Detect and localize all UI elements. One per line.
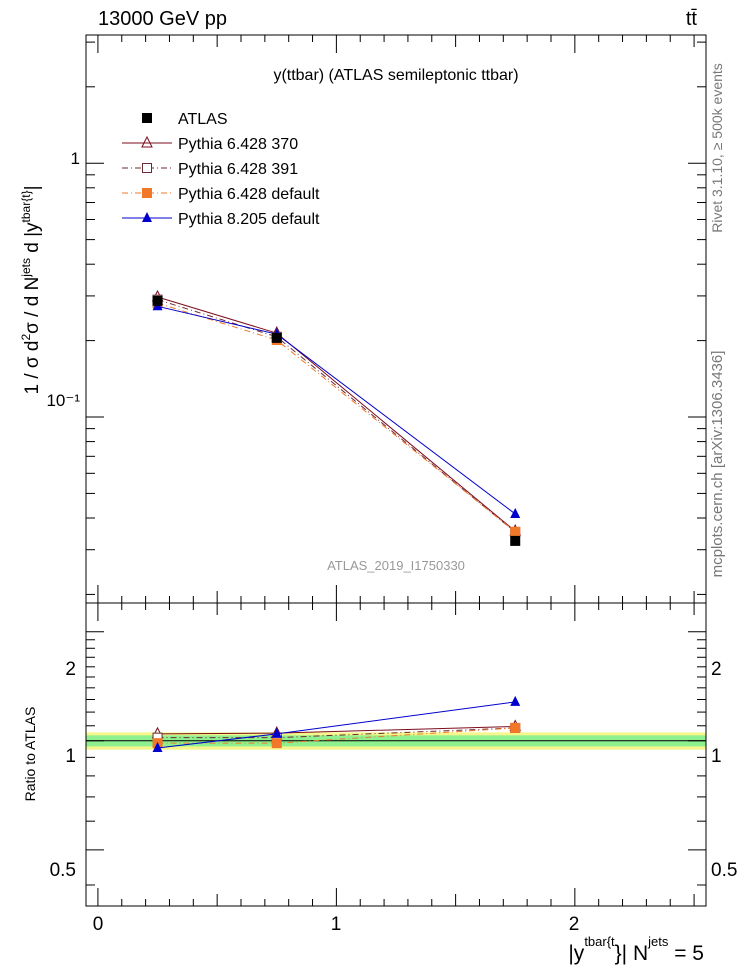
process-label: tt̄ <box>686 8 698 30</box>
ratio-frame <box>85 602 707 907</box>
ratio-point-pythia-8-205-default <box>271 727 282 738</box>
legend-label-atlas: ATLAS <box>178 111 228 128</box>
chart-title: y(ttbar) (ATLAS semileptonic ttbar) <box>273 67 518 84</box>
x-tick-label-0: 0 <box>93 914 104 935</box>
legend-marker-atlas <box>142 113 152 123</box>
legend-marker-pythia-6-428-370 <box>141 135 153 148</box>
main-panel: y(ttbar) (ATLAS semileptonic ttbar) ATLA… <box>19 34 707 604</box>
y-axis-label: 1 / σ d2σ / d Njets d |ytbar{t}| <box>19 185 43 394</box>
ratio-tick-label-0p5-left: 0.5 <box>50 860 76 881</box>
legend-label-pythia-8-205-default: Pythia 8.205 default <box>178 211 320 228</box>
data-point-pythia-8-205-default <box>510 507 521 518</box>
y-tick-label-0p1: 10⁻¹ <box>46 391 80 410</box>
energy-label: 13000 GeV pp <box>98 8 227 30</box>
x-axis-label: |ytbar{t}| Njets = 5 <box>568 934 704 965</box>
ratio-tick-label-1-right: 1 <box>711 746 722 767</box>
data-point-pythia-6-428-default <box>510 526 521 537</box>
series-line-pythia-8-205-default <box>157 305 516 515</box>
ratio-point-pythia-8-205-default <box>152 742 163 753</box>
ratio-tick-label-2-right: 2 <box>711 659 722 680</box>
data-point-atlas <box>510 535 521 546</box>
data-point-atlas <box>152 295 163 306</box>
ratio-tick-label-1-left: 1 <box>65 746 76 767</box>
y-tick-label-1: 1 <box>71 149 80 168</box>
mcplots-side-label: mcplots.cern.ch [arXiv:1306.3436] <box>709 351 726 578</box>
legend: ATLAS Pythia 6.428 370 Pythia 6.428 391 Pyt… <box>122 111 320 228</box>
ratio-point-pythia-8-205-default <box>510 695 521 706</box>
legend-marker-pythia-8-205-default <box>142 212 152 222</box>
series-line-pythia-6-428-391 <box>157 299 516 533</box>
ratio-point-pythia-6-428-default <box>271 738 282 749</box>
legend-label-pythia-6-428-391: Pythia 6.428 391 <box>178 161 298 178</box>
data-point-atlas <box>271 332 282 343</box>
ratio-tick-label-0p5-right: 0.5 <box>711 860 737 881</box>
legend-marker-pythia-6-428-default <box>142 188 152 198</box>
watermark: ATLAS_2019_I1750330 <box>327 558 465 573</box>
x-tick-label-1: 1 <box>331 914 342 935</box>
legend-label-pythia-6-428-370: Pythia 6.428 370 <box>178 136 298 153</box>
ratio-point-pythia-6-428-default <box>510 722 521 733</box>
ratio-panel: Ratio to ATLAS 2 1 0.5 2 1 0.5 0 1 2 |yt… <box>22 602 737 965</box>
ratio-y-axis-label: Ratio to ATLAS <box>22 707 38 802</box>
ratio-tick-label-2-left: 2 <box>65 659 76 680</box>
series-line-pythia-6-428-370 <box>157 296 516 532</box>
legend-label-pythia-6-428-default: Pythia 6.428 default <box>178 186 320 203</box>
x-tick-label-2: 2 <box>569 914 580 935</box>
legend-marker-pythia-6-428-391 <box>142 163 152 173</box>
rivet-side-label: Rivet 3.1.10, ≥ 500k events <box>709 63 725 233</box>
series-line-pythia-6-428-default <box>157 302 516 533</box>
